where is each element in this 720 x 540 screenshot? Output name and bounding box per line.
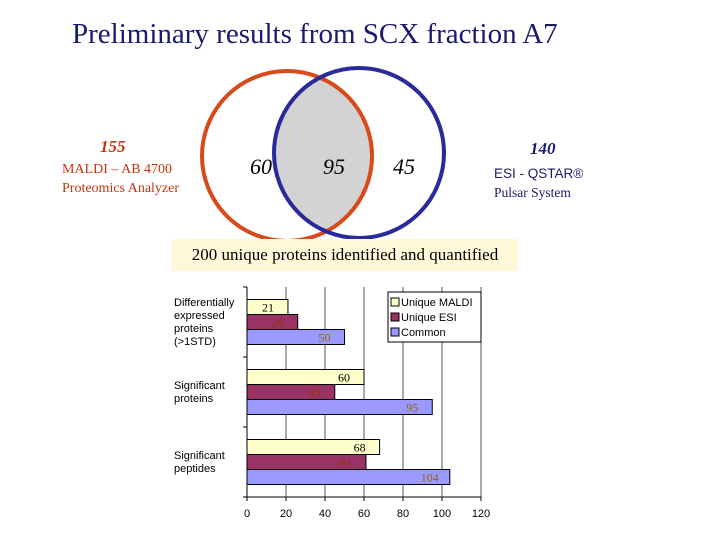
x-tick-label: 80	[397, 508, 409, 520]
data-label: 61	[340, 456, 352, 470]
data-label: 26	[272, 316, 284, 330]
data-label: 21	[262, 301, 274, 315]
legend-swatch	[390, 327, 400, 337]
esi-instrument-line1: ESI - QSTAR®	[494, 166, 584, 181]
data-label: 45	[309, 386, 321, 400]
slide-title: Preliminary results from SCX fraction A7	[72, 18, 558, 50]
venn-unique-maldi-count: 60	[250, 154, 272, 179]
summary-banner: 200 unique proteins identified and quant…	[172, 239, 518, 271]
esi-instrument-line2: Pulsar System	[494, 185, 571, 200]
esi-instrument-label: ESI - QSTAR® Pulsar System	[494, 164, 583, 202]
data-label: 104	[421, 471, 439, 485]
category-label: Differentially	[174, 297, 235, 309]
maldi-instrument-label: MALDI – AB 4700 Proteomics Analyzer	[62, 160, 179, 198]
category-label: Significant	[174, 450, 225, 462]
maldi-instrument-line1: MALDI – AB 4700	[62, 162, 173, 177]
x-tick-label: 120	[472, 508, 490, 520]
maldi-instrument-line2: Proteomics Analyzer	[62, 181, 180, 196]
data-label: 60	[338, 371, 350, 385]
x-tick-label: 20	[280, 508, 292, 520]
venn-circle-esi	[272, 66, 446, 240]
bar-common	[246, 329, 345, 345]
category-label: Significant	[174, 380, 225, 392]
bar-common	[246, 469, 451, 485]
legend-box	[387, 291, 482, 343]
category-label: proteins	[174, 393, 214, 405]
venn-overlap-fill	[274, 71, 372, 238]
legend-label: Common	[401, 327, 446, 339]
data-label: 50	[319, 331, 331, 345]
category-label: (>1STD)	[174, 336, 216, 348]
legend-label: Unique MALDI	[401, 297, 473, 309]
bar-common	[246, 399, 433, 415]
x-tick-label: 60	[358, 508, 370, 520]
category-label: expressed	[174, 310, 225, 322]
legend-swatch	[390, 312, 400, 322]
x-tick-label: 40	[319, 508, 331, 520]
data-label: 68	[354, 441, 366, 455]
legend-swatch	[390, 297, 400, 307]
category-label: proteins	[174, 323, 214, 335]
x-tick-label: 100	[433, 508, 451, 520]
maldi-total-count: 155	[100, 137, 126, 156]
legend-label: Unique ESI	[401, 312, 457, 324]
data-label: 95	[406, 401, 418, 415]
x-tick-label: 0	[244, 508, 250, 520]
esi-total-count: 140	[530, 139, 556, 158]
bar-unique-esi	[246, 384, 336, 400]
venn-unique-esi-count: 45	[393, 154, 415, 179]
category-label: peptides	[174, 463, 216, 475]
venn-common-count: 95	[323, 154, 345, 179]
